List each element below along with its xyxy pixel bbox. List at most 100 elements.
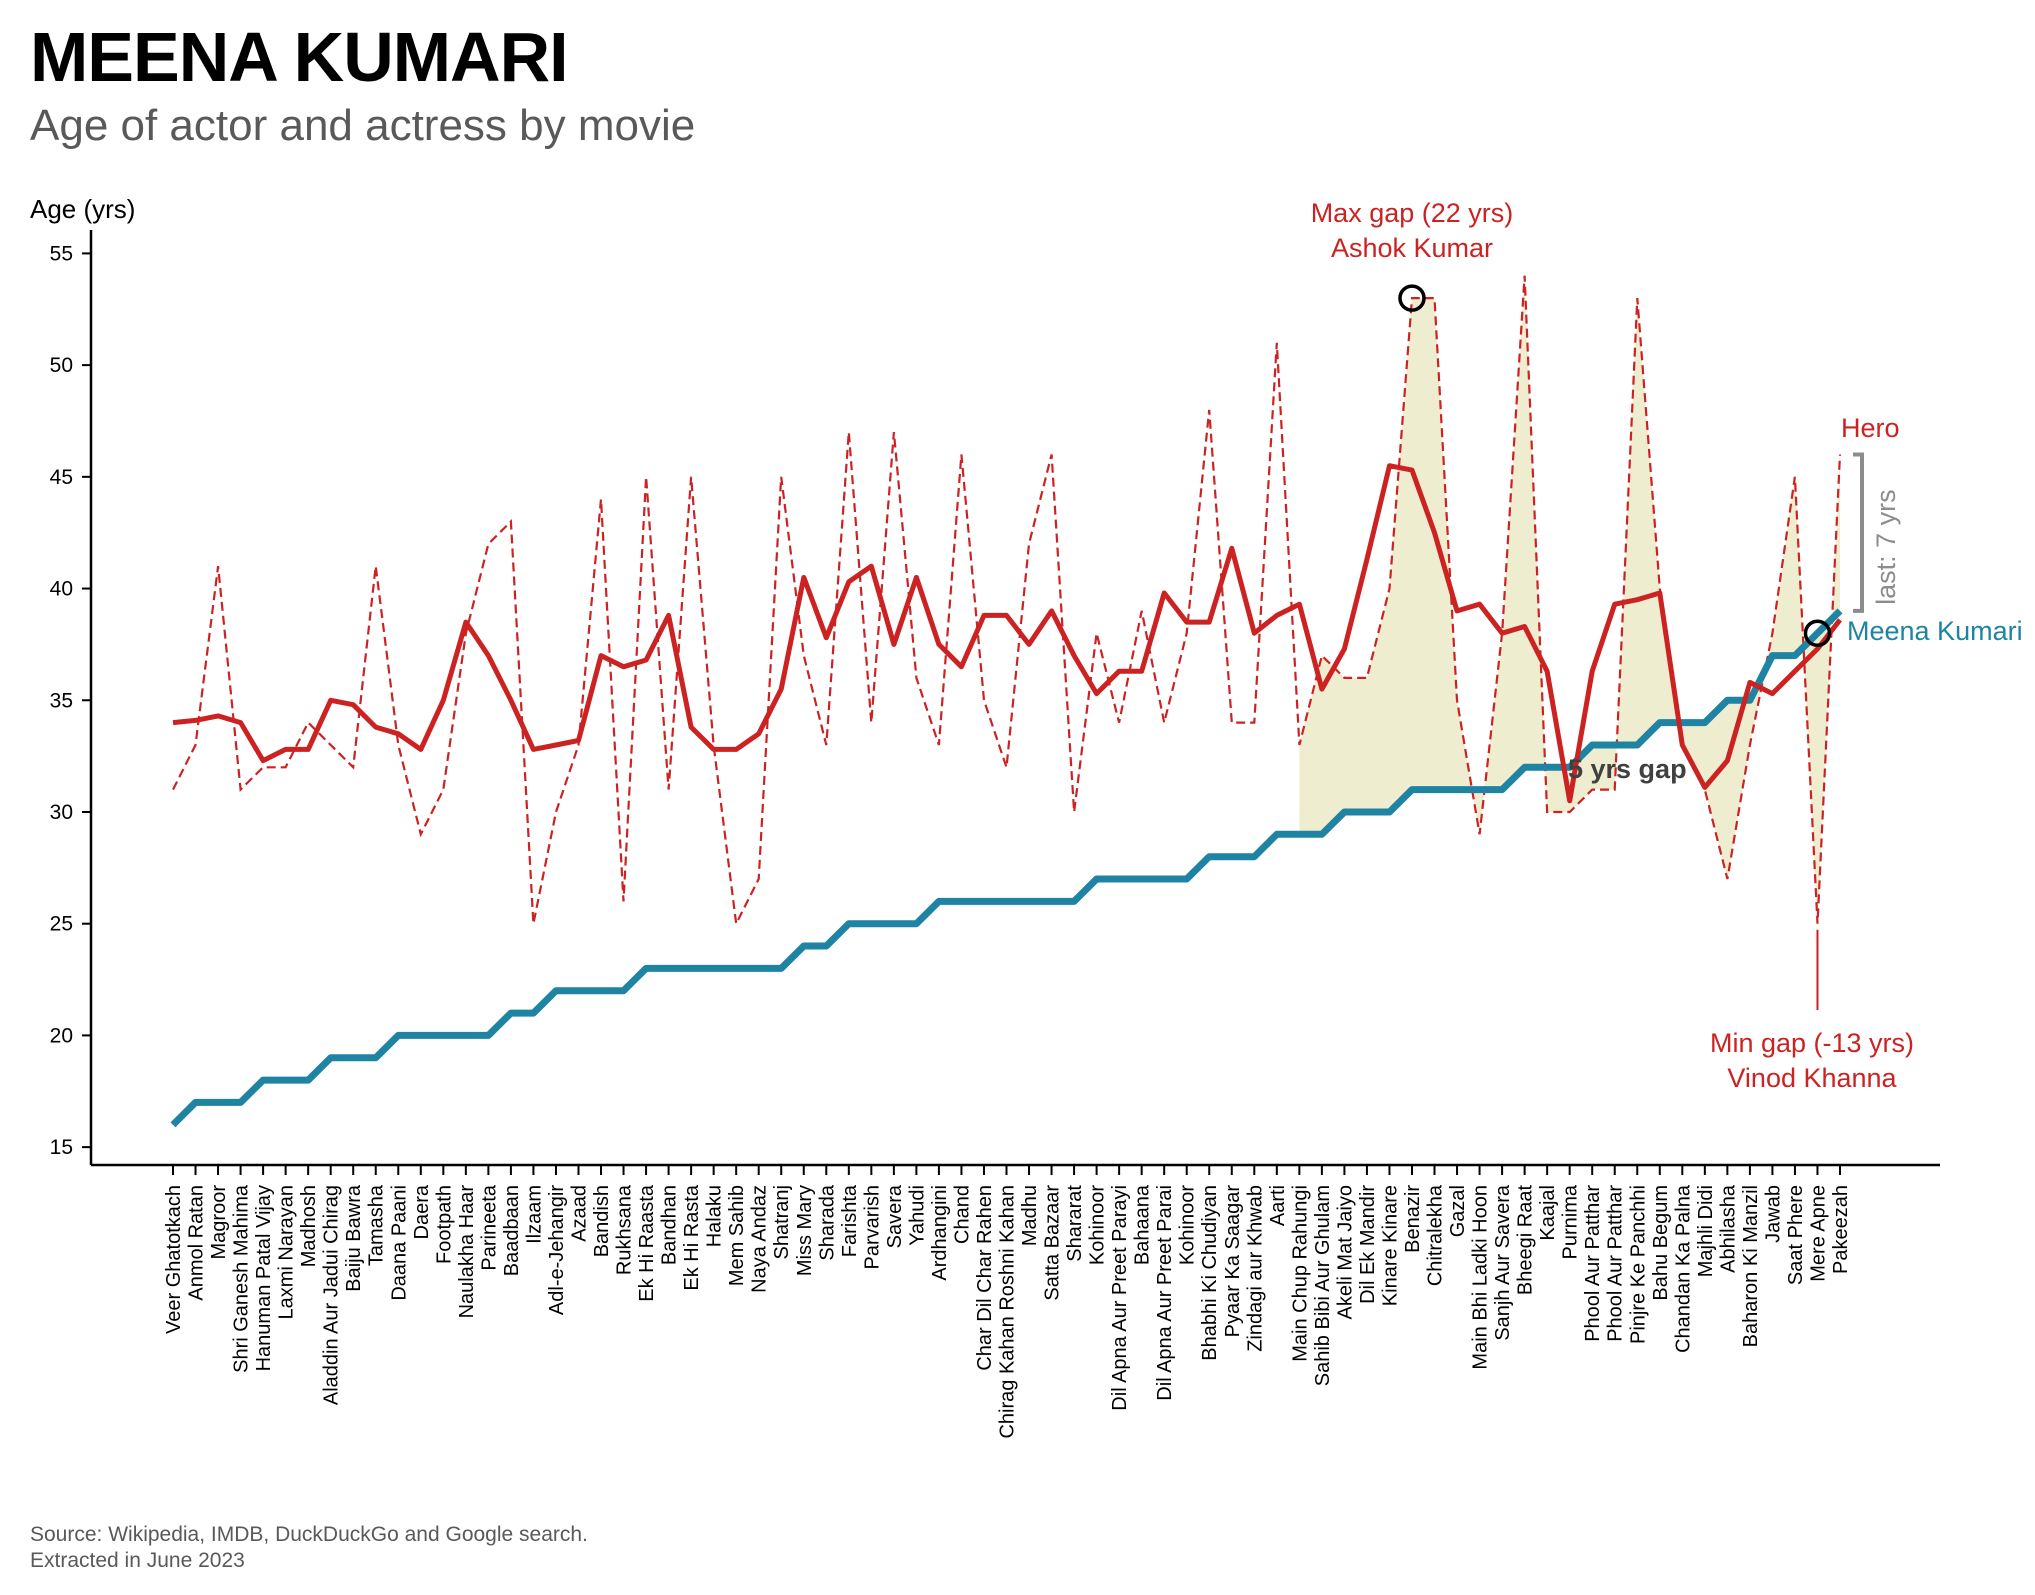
- y-tick-label: 30: [50, 801, 73, 824]
- x-tick-label: Laxmi Narayan: [276, 1185, 298, 1320]
- y-axis-title: Age (yrs): [30, 194, 135, 224]
- x-tick-label: Anmol Ratan: [186, 1185, 208, 1301]
- x-tick-label: Hanuman Patal Vijay: [253, 1185, 275, 1371]
- chart-subtitle: Age of actor and actress by movie: [30, 101, 696, 150]
- x-ticks: Veer Ghatotkach Anmol Ratan Magroor Shri Ga…: [163, 1165, 1852, 1439]
- x-tick-label: Veer Ghatotkach: [163, 1185, 185, 1334]
- gap-shaded-area: [1299, 275, 1840, 924]
- y-tick-label: 20: [50, 1024, 73, 1047]
- x-tick-label: Purnima: [1560, 1184, 1582, 1259]
- x-tick-label: Sahib Bibi Aur Ghulam: [1312, 1185, 1334, 1386]
- x-tick-label: Ilzaam: [523, 1185, 545, 1244]
- x-tick-label: Naulakha Haar: [456, 1185, 478, 1319]
- x-tick-label: Baharon Ki Manzil: [1740, 1185, 1762, 1347]
- x-tick-label: Shatranj: [771, 1185, 793, 1260]
- x-tick-label: Dil Ek Mandir: [1357, 1185, 1379, 1304]
- x-tick-label: Ek Hi Raasta: [636, 1184, 658, 1302]
- x-tick-label: Bahaana: [1132, 1184, 1154, 1265]
- x-tick-label: Kaajal: [1537, 1185, 1559, 1241]
- x-tick-label: Satta Bazaar: [1042, 1185, 1064, 1301]
- x-tick-label: Halaku: [704, 1185, 726, 1247]
- y-tick-label: 45: [50, 466, 73, 489]
- source-line: Source: Wikipedia, IMDB, DuckDuckGo and …: [30, 1523, 588, 1546]
- hero-series-label: Hero: [1841, 413, 1900, 443]
- x-tick-label: Phool Aur Patthar: [1605, 1185, 1627, 1342]
- x-tick-label: Aarti: [1267, 1185, 1289, 1226]
- x-tick-label: Bhabhi Ki Chudiyan: [1199, 1185, 1221, 1361]
- y-tick-label: 55: [50, 242, 73, 265]
- x-tick-label: Kohinoor: [1087, 1185, 1109, 1265]
- min-gap-label: Min gap (-13 yrs): [1710, 1028, 1914, 1058]
- x-tick-label: Bandish: [591, 1185, 613, 1257]
- x-tick-label: Saat Phere: [1785, 1185, 1807, 1285]
- x-tick-label: Phool Aur Patthar: [1582, 1185, 1604, 1342]
- x-tick-label: Parineeta: [478, 1184, 500, 1270]
- x-tick-label: Dil Apna Aur Preet Parayi: [1109, 1185, 1131, 1411]
- series-lines: [170, 275, 1843, 1128]
- x-tick-label: Main Chup Rahungi: [1289, 1185, 1311, 1362]
- x-tick-label: Mere Apne: [1807, 1185, 1829, 1282]
- x-tick-label: Abhilasha: [1717, 1184, 1739, 1273]
- last-gap-label: last: 7 yrs: [1871, 489, 1901, 605]
- source-note: Source: Wikipedia, IMDB, DuckDuckGo and …: [30, 1522, 588, 1575]
- x-tick-label: Shri Ganesh Mahima: [231, 1184, 253, 1373]
- x-tick-label: Dil Apna Aur Preet Parai: [1154, 1185, 1176, 1401]
- y-ticks: 15 20 25 30 35 40 45 50 55: [50, 242, 91, 1159]
- last-gap-bracket: [1853, 452, 1864, 613]
- x-tick-label: Shararat: [1064, 1185, 1086, 1262]
- x-tick-label: Bheegi Raat: [1515, 1185, 1537, 1296]
- max-gap-label: Max gap (22 yrs): [1311, 198, 1514, 228]
- y-tick-label: 15: [50, 1136, 73, 1159]
- x-tick-label: Miss Mary: [794, 1185, 816, 1276]
- x-tick-label: Adl-e-Jehangir: [546, 1185, 568, 1315]
- x-tick-label: Madhosh: [298, 1185, 320, 1267]
- x-tick-label: Baadbaan: [501, 1185, 523, 1276]
- x-tick-label: Footpath: [433, 1185, 455, 1264]
- gap-fill-area: [1299, 275, 1840, 924]
- x-tick-label: Pyaar Ka Saagar: [1222, 1185, 1244, 1338]
- x-tick-label: Sanjh Aur Savera: [1492, 1184, 1514, 1341]
- x-tick-label: Kinare Kinare: [1379, 1185, 1401, 1306]
- x-tick-label: Pakeezah: [1830, 1185, 1852, 1274]
- x-tick-label: Magroor: [208, 1185, 230, 1260]
- current-point-marker: [1803, 619, 1832, 647]
- x-tick-label: Azaad: [568, 1185, 590, 1242]
- x-tick-label: Char Dil Char Rahen: [974, 1185, 996, 1371]
- hero-age-dashed-line: [172, 275, 1842, 928]
- y-tick-label: 40: [50, 578, 73, 601]
- annotations: Max gap (22 yrs) Ashok Kumar Min gap (-1…: [1311, 198, 2023, 1093]
- max-gap-marker: [1398, 284, 1426, 312]
- x-tick-label: Chandan Ka Palna: [1672, 1184, 1694, 1353]
- x-tick-label: Baiju Bawra: [343, 1184, 365, 1292]
- x-tick-label: Jawab: [1762, 1185, 1784, 1243]
- x-tick-label: Aladdin Aur Jadui Chirag: [321, 1185, 343, 1405]
- x-tick-label: Mem Sahib: [726, 1185, 748, 1286]
- average-gap-label: 5 yrs gap: [1568, 754, 1687, 784]
- x-tick-label: Naya Andaz: [749, 1185, 771, 1293]
- x-tick-label: Ardhangini: [929, 1185, 951, 1281]
- x-tick-label: Madhu: [1019, 1185, 1041, 1246]
- x-tick-label: Chirag Kahan Roshni Kahan: [997, 1185, 1019, 1439]
- x-tick-label: Daera: [411, 1184, 433, 1239]
- x-tick-label: Daana Paani: [388, 1185, 410, 1301]
- x-tick-label: Main Bhi Ladki Hoon: [1470, 1185, 1492, 1370]
- x-tick-label: Chand: [951, 1185, 973, 1244]
- x-tick-label: Gazal: [1447, 1185, 1469, 1237]
- x-tick-label: Kohinoor: [1177, 1185, 1199, 1265]
- y-tick-label: 25: [50, 913, 73, 936]
- x-tick-label: Bahu Begum: [1650, 1185, 1672, 1301]
- x-tick-label: Yahudi: [906, 1185, 928, 1246]
- chart-title: MEENA KUMARI: [30, 18, 569, 96]
- x-tick-label: Parvarish: [861, 1185, 883, 1269]
- x-tick-label: Farishta: [839, 1184, 861, 1257]
- extraction-date-line: Extracted in June 2023: [30, 1549, 245, 1573]
- min-gap-actor-label: Vinod Khanna: [1727, 1063, 1897, 1093]
- x-tick-label: Chitralekha: [1425, 1184, 1447, 1286]
- x-tick-label: Tamasha: [366, 1184, 388, 1266]
- x-tick-label: Akeli Mat Jaiyo: [1334, 1185, 1356, 1320]
- x-tick-label: Sharada: [816, 1184, 838, 1260]
- max-gap-actor-label: Ashok Kumar: [1331, 233, 1493, 263]
- x-tick-label: Pinjre Ke Panchhi: [1627, 1185, 1649, 1344]
- hero-rolling-average-line: [172, 463, 1842, 804]
